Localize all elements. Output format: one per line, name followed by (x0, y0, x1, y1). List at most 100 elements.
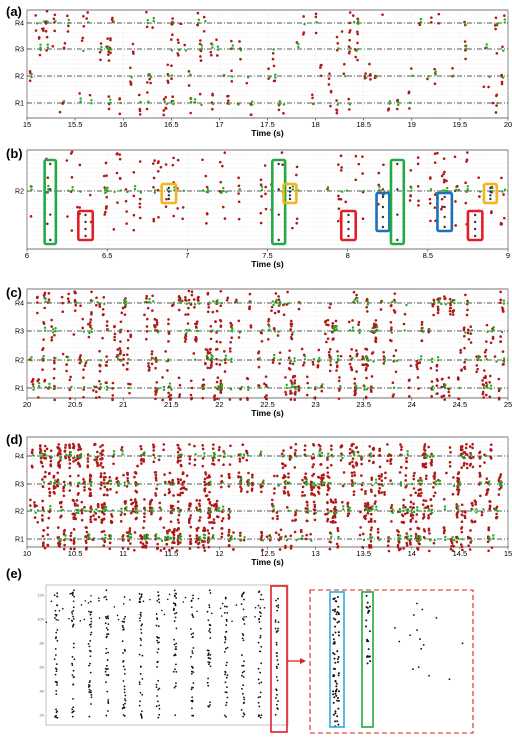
spike-green (434, 480, 438, 483)
spike-green (478, 190, 482, 193)
spike-green (44, 297, 47, 300)
spike-red (352, 465, 355, 469)
spike-red (203, 489, 207, 493)
spike-green (272, 508, 275, 511)
spike-red (217, 458, 221, 462)
row-label: R3 (15, 329, 24, 336)
spike-black (138, 681, 141, 684)
spike-red (340, 166, 343, 169)
spike-red (68, 489, 72, 492)
spike-green (66, 356, 70, 359)
spike-green (448, 387, 452, 390)
spike-red (102, 530, 106, 533)
spike-green (342, 505, 345, 508)
spike-red (119, 340, 122, 343)
spike-red (390, 503, 394, 507)
spike-green (463, 456, 467, 460)
spike-black (122, 652, 124, 654)
spike-green (46, 190, 50, 193)
spike-black (174, 714, 177, 717)
spike-red (400, 445, 403, 449)
spike-green (273, 353, 276, 357)
spike-red (441, 205, 444, 209)
spike-black (141, 654, 144, 657)
spike-green (242, 453, 246, 456)
spike-red (451, 549, 455, 552)
spike-red (361, 532, 365, 536)
spike-red (187, 521, 191, 525)
spike-red (281, 163, 284, 167)
spike-black (254, 615, 256, 618)
spike-green (197, 18, 201, 22)
spike-green (374, 481, 378, 484)
spike-black (113, 606, 116, 608)
spike-green (411, 74, 415, 78)
spike-red (459, 543, 463, 546)
spike-black (55, 618, 58, 621)
spike-green (313, 483, 317, 487)
spike-black (122, 660, 124, 663)
spike-red (320, 63, 323, 67)
spike-green (332, 511, 336, 514)
spike-red (471, 442, 474, 446)
spike-black (72, 615, 74, 618)
spike-red (47, 482, 51, 486)
spike-red (112, 462, 115, 466)
spike-red (38, 444, 42, 447)
spike-black (84, 227, 87, 231)
spike-black (276, 693, 278, 696)
spike-red (464, 446, 468, 450)
spike-red (374, 500, 377, 503)
spike-red (230, 80, 234, 83)
spike-green (461, 538, 464, 541)
spike-red (488, 374, 492, 378)
spike-red (105, 320, 109, 323)
spike-black (88, 649, 91, 652)
spike-red (193, 306, 196, 309)
spike-red (358, 533, 362, 537)
spike-red (104, 210, 107, 214)
spike-red (227, 485, 231, 488)
spike-red (98, 364, 102, 368)
spike-red (66, 297, 70, 301)
spike-green (295, 538, 298, 542)
spike-red (183, 487, 186, 490)
spike-green (277, 484, 280, 487)
spike-red (484, 355, 487, 358)
spike-black (417, 666, 420, 669)
spike-red (72, 333, 76, 336)
spike-red (215, 347, 219, 351)
spike-green (273, 330, 277, 333)
spike-red (30, 450, 34, 454)
spike-green (249, 300, 252, 303)
spike-red (235, 298, 238, 302)
spike-red (359, 510, 362, 514)
spike-red (126, 547, 130, 551)
spike-red (417, 199, 420, 203)
spike-red (337, 389, 341, 392)
spike-red (177, 527, 180, 531)
spike-black (335, 682, 338, 685)
spike-green (297, 42, 300, 46)
spike-black (72, 676, 75, 679)
spike-red (152, 460, 156, 464)
spike-red (420, 320, 424, 324)
spike-green (329, 481, 332, 485)
spike-red (138, 216, 142, 220)
spike-green (133, 184, 137, 188)
spike-red (294, 511, 298, 514)
spike-black (56, 639, 59, 642)
spike-red (52, 17, 56, 21)
spike-red (351, 14, 355, 17)
spike-red (77, 443, 80, 446)
spike-green (285, 386, 288, 390)
spike-red (156, 161, 160, 165)
spike-red (398, 548, 401, 551)
row-label: R1 (15, 101, 24, 108)
spike-black (174, 602, 177, 605)
spike-red (396, 545, 400, 549)
spike-red (93, 458, 97, 462)
spike-red (484, 393, 488, 397)
spike-red (156, 188, 160, 192)
spike-red (118, 347, 122, 350)
